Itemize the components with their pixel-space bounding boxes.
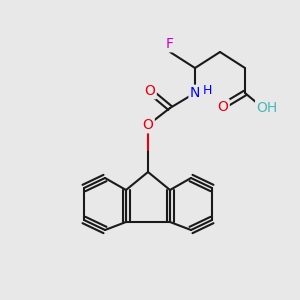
Text: O: O [145,84,155,98]
Text: OH: OH [256,101,278,115]
Text: O: O [218,100,228,114]
Text: F: F [166,37,174,51]
Text: N: N [190,86,200,100]
Text: H: H [202,85,212,98]
Text: O: O [142,118,153,132]
